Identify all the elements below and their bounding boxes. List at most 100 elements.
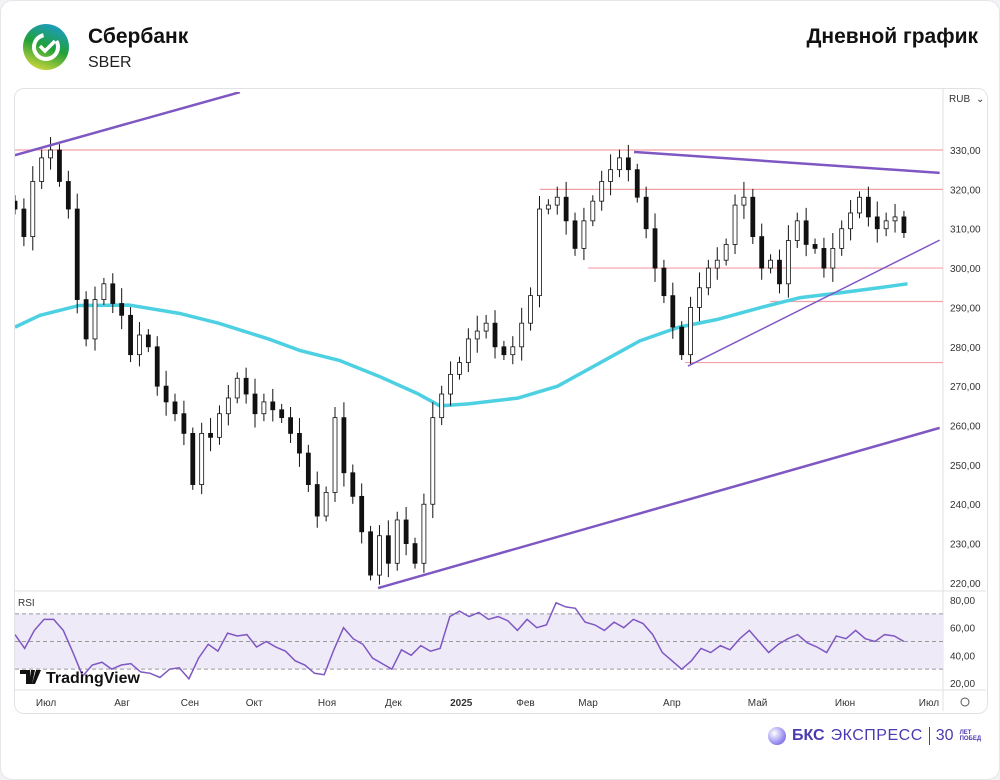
candle-body [314, 484, 320, 517]
tradingview-watermark: TradingView [46, 670, 141, 687]
candle [225, 384, 231, 426]
candle-body [243, 377, 249, 395]
candle-body [225, 397, 231, 415]
chevron-down-icon[interactable]: ⌄ [976, 94, 984, 105]
candle-body [30, 181, 36, 237]
candle-body [812, 244, 818, 249]
rsi-tick-label: 80,00 [950, 596, 975, 607]
candle-body [581, 220, 587, 249]
candle-body [297, 432, 302, 454]
candle-body [163, 385, 169, 403]
candle-body [874, 216, 880, 230]
candle-body [643, 196, 649, 230]
candle [901, 211, 907, 238]
candle-body [554, 196, 560, 206]
candle [705, 259, 711, 296]
candle [377, 525, 382, 585]
candle-body [723, 244, 729, 261]
candle-body [901, 216, 907, 234]
candle [643, 186, 649, 239]
candle [181, 400, 187, 446]
candle [457, 356, 462, 380]
candle-body [341, 417, 347, 474]
candle-body [323, 492, 329, 517]
candle [634, 163, 640, 203]
candle [199, 422, 205, 495]
candle-body [830, 247, 836, 269]
time-tick-label: Июн [835, 698, 855, 709]
candle-body [777, 259, 782, 285]
time-tick-label: Окт [246, 698, 263, 709]
candle [848, 199, 853, 241]
candle [839, 220, 845, 256]
candle [145, 329, 151, 353]
candle [119, 288, 125, 330]
candle-body [759, 236, 765, 269]
candle-body [110, 283, 116, 304]
candle-body [794, 220, 800, 241]
candle [154, 336, 160, 396]
candle-body [741, 196, 747, 206]
candle [243, 367, 249, 404]
candle [554, 186, 560, 215]
candle-body [332, 417, 338, 493]
candle-body [83, 299, 89, 340]
trendline-lower-channel [377, 426, 940, 590]
candle [679, 321, 685, 360]
candle [714, 247, 720, 280]
trendline-descending-resistance [633, 150, 940, 175]
company-name: Сбербанк [88, 25, 189, 48]
candle-body [572, 220, 578, 249]
candle [190, 427, 196, 490]
candle-body [883, 220, 889, 230]
candle [332, 407, 338, 502]
candle [83, 291, 89, 347]
candle-body [599, 181, 605, 202]
candle [57, 144, 62, 187]
candle [874, 201, 880, 243]
candle-body [474, 330, 480, 340]
candle-body [385, 535, 391, 564]
candle-body [270, 401, 276, 411]
candle-body [768, 259, 773, 269]
candle-body [359, 495, 365, 533]
candle [359, 483, 365, 544]
trendline-upper-channel [15, 92, 241, 157]
candle [163, 370, 169, 416]
candle [510, 336, 516, 365]
candle-body [172, 401, 178, 415]
time-tick-label: Май [748, 698, 768, 709]
candle [528, 287, 533, 331]
candle [785, 225, 791, 298]
candle-body [48, 149, 53, 159]
candle-body [634, 169, 640, 198]
time-tick-label: Ноя [318, 698, 336, 709]
candle [172, 393, 178, 422]
candle [128, 307, 133, 363]
price-tick-label: 250,00 [950, 461, 981, 472]
candle [448, 361, 453, 406]
candle-body [670, 295, 676, 328]
candle [492, 310, 498, 359]
candle [314, 471, 320, 528]
rsi-tick-label: 20,00 [950, 679, 975, 690]
candle-body [510, 346, 516, 356]
candle-body [145, 334, 151, 348]
candle [732, 194, 738, 255]
candle [15, 195, 18, 215]
candle [545, 199, 551, 215]
candle-body [439, 393, 445, 419]
price-tick-label: 320,00 [950, 185, 981, 196]
currency-selector[interactable]: RUB [949, 94, 970, 105]
candle [563, 181, 569, 235]
moving-average-line [15, 282, 908, 408]
candle-body [403, 519, 409, 545]
settings-eye-icon[interactable] [960, 697, 970, 707]
candle [279, 403, 285, 423]
price-tick-label: 230,00 [950, 540, 981, 551]
candle [48, 137, 53, 170]
candle [483, 314, 489, 339]
candle-body [714, 259, 720, 269]
candle [101, 277, 107, 305]
